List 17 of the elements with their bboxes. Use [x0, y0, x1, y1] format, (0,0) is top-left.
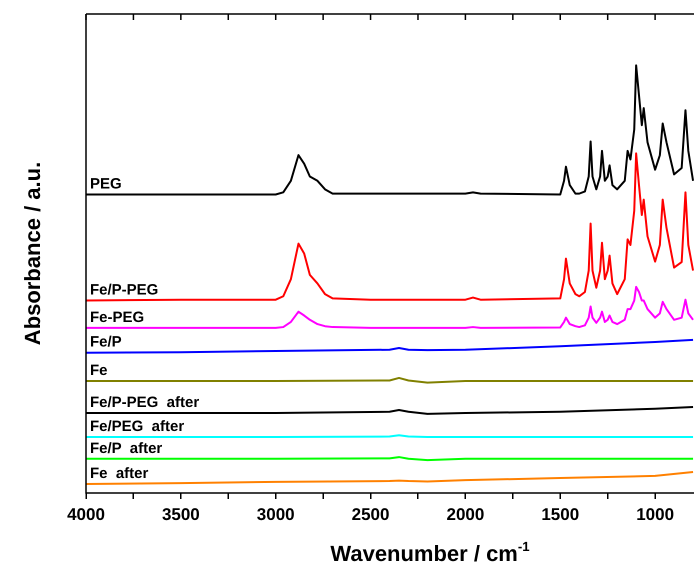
x-tick-label: 3000: [256, 504, 295, 524]
series-label: Fe: [90, 362, 108, 379]
y-axis-title: Absorbance / a.u.: [20, 162, 45, 346]
x-tick-label: 2000: [446, 504, 484, 524]
x-tick-label: 1000: [636, 504, 674, 524]
series-label: Fe/PEG after: [90, 418, 184, 435]
series-label: Fe after: [90, 465, 149, 482]
series-label: Fe/P: [90, 334, 122, 351]
series-label: Fe/P-PEG: [90, 282, 158, 299]
series-label: Fe-PEG: [90, 308, 144, 326]
x-tick-label: 4000: [67, 504, 105, 524]
series-label: PEG: [90, 175, 122, 192]
x-tick-label: 1500: [541, 504, 580, 524]
series-label: Fe/P after: [90, 440, 162, 457]
series-label: Fe/P-PEG after: [90, 394, 200, 412]
x-tick-label: 2500: [352, 504, 390, 524]
x-tick-label: 3500: [162, 504, 200, 524]
